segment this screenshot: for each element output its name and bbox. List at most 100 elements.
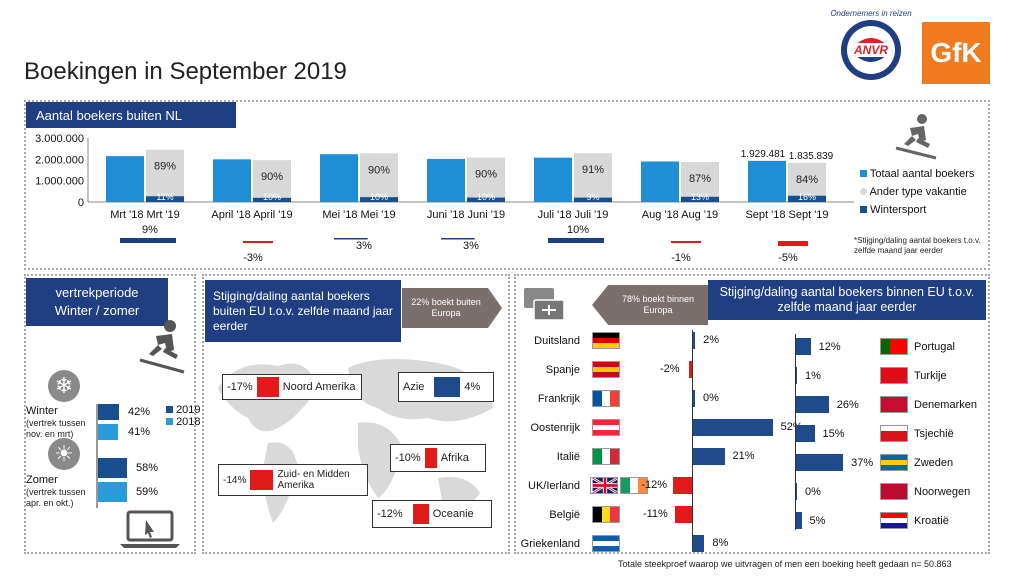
top-panel (24, 100, 990, 270)
region-name: Zuid- en Midden Amerika (277, 469, 350, 491)
eu-bar (795, 425, 815, 442)
change-label: 9% (142, 224, 158, 236)
bar-total-2018 (748, 160, 786, 202)
eu-bar (692, 390, 695, 407)
eu-value-label: 2% (703, 334, 719, 346)
footnote: Totale steekproef waarop we uitvragen of… (618, 559, 952, 569)
bar-other-2019 (253, 160, 291, 202)
legend-swatch-2018 (166, 418, 173, 425)
bar-total-2018 (106, 156, 144, 202)
skier-icon (895, 114, 937, 160)
change-bar (120, 238, 176, 243)
eu-bar (795, 338, 811, 355)
eu-country-label: UK/Ierland (528, 480, 580, 492)
flag-icon (592, 332, 620, 349)
gfk-text: GfK (930, 37, 982, 68)
other-pct-label: 90% (368, 164, 390, 176)
season-header-line2: Winter / zomer (54, 303, 140, 318)
eu-country-label: Zweden (914, 457, 954, 469)
season-panel (24, 274, 196, 554)
eu-arrow: 78% boekt binnen Europa (592, 285, 708, 325)
region-value: 4% (464, 381, 481, 393)
eu-country-label: Tsjechië (914, 428, 954, 440)
eu-country-label: Oostenrijk (530, 422, 580, 434)
winter-sub2: nov. en mrt) (26, 429, 74, 439)
eu-country-label: Denemarken (914, 399, 977, 411)
bar-other-2019 (681, 161, 719, 202)
eu-bar (795, 367, 797, 384)
flag-icon (592, 448, 620, 465)
bar-zomer-2019 (98, 458, 127, 478)
season-header: vertrekperiode Winter / zomer (26, 278, 168, 326)
region-name: Noord Amerika (282, 381, 356, 393)
zomer-sub2: apr. en okt.) (26, 498, 74, 508)
eu-country-label: België (549, 509, 580, 521)
flag-icon (592, 390, 620, 407)
eu-country-label: Turkije (914, 370, 947, 382)
x-category-label: April '18 April '19 (211, 209, 292, 221)
eu-value-label: 1% (805, 370, 821, 382)
flag-icon (880, 338, 908, 355)
region-name: Azie (403, 381, 425, 393)
flag-icon (592, 419, 620, 436)
season-header-line1: vertrekperiode (55, 285, 139, 300)
eu-bar (795, 396, 829, 413)
other-pct-label: 90% (475, 169, 497, 181)
other-pct-label: 91% (582, 164, 604, 176)
bar-total-2018 (213, 159, 251, 202)
region-value: -10% (395, 452, 421, 464)
bar-total-2018 (427, 158, 465, 202)
zomer-2018-value: 59% (136, 486, 159, 498)
other-pct-label: 90% (261, 171, 283, 183)
top-legend: Totaal aantal boekers Ander type vakanti… (860, 168, 974, 216)
legend-swatch-winter (860, 206, 867, 213)
x-category-label: Mei '18 Mei '19 (322, 209, 395, 221)
anvr-ring-text: Ondernemers in reizen (830, 9, 912, 18)
eu-country-label: Frankrijk (537, 393, 580, 405)
top-note: *Stijging/daling aantal boekers t.o.v. z… (854, 236, 981, 255)
winter-pct-label: 9% (586, 192, 599, 202)
bar-other-2019 (360, 153, 398, 202)
region-bar (424, 448, 437, 468)
legend-other: Ander type vakantie (869, 186, 967, 198)
change-bar (548, 238, 604, 243)
tickets-icon (524, 288, 565, 321)
eu-bar (692, 332, 696, 349)
x-category-label: Mrt '18 Mrt '19 (110, 209, 180, 221)
eu-value-label: 8% (712, 537, 729, 549)
winter-2018-value: 41% (128, 426, 151, 438)
region-bar (256, 377, 279, 397)
world-arrow: 22% boekt buiten Europa (402, 288, 502, 328)
x-category-label: Aug '18 Aug '19 (642, 209, 718, 221)
eu-country-label: Kroatië (914, 515, 949, 527)
x-category-label: Juli '18 Juli '19 (538, 209, 609, 221)
legend-total: Totaal aantal boekers (869, 168, 975, 180)
legend-2019: 2019 (176, 404, 201, 416)
winter-pct-label: 10% (477, 192, 495, 202)
region-zuid-midden-amerika: -14% Zuid- en Midden Amerika (218, 464, 368, 496)
region-bar (412, 504, 429, 524)
change-bar (243, 241, 273, 243)
eu-panel (514, 274, 990, 554)
bar-other-2019 (788, 162, 826, 202)
bar-other-2019 (574, 153, 612, 202)
bar-other-2019 (146, 149, 184, 202)
change-bar (778, 241, 808, 246)
bar-winter-2018 (98, 424, 118, 440)
bar-winter-2019 (467, 197, 505, 202)
other-pct-label: 87% (689, 173, 711, 185)
zomer-sub1: (vertrek tussen (26, 487, 86, 497)
eu-value-label: -12% (641, 479, 668, 491)
flag-icon (880, 425, 908, 442)
change-bar (441, 238, 475, 240)
eu-bar (795, 512, 802, 529)
bar-zomer-2018 (98, 482, 127, 502)
eu-value-label: 12% (818, 341, 841, 353)
eu-bar (692, 535, 705, 552)
x-category-label: Juni '18 Juni '19 (427, 209, 505, 221)
eu-bar (688, 361, 692, 378)
page-title: Boekingen in September 2019 (24, 58, 347, 85)
winter-pct-label: 16% (798, 192, 816, 202)
flag-icon (880, 512, 908, 529)
flag-icon (880, 483, 908, 500)
